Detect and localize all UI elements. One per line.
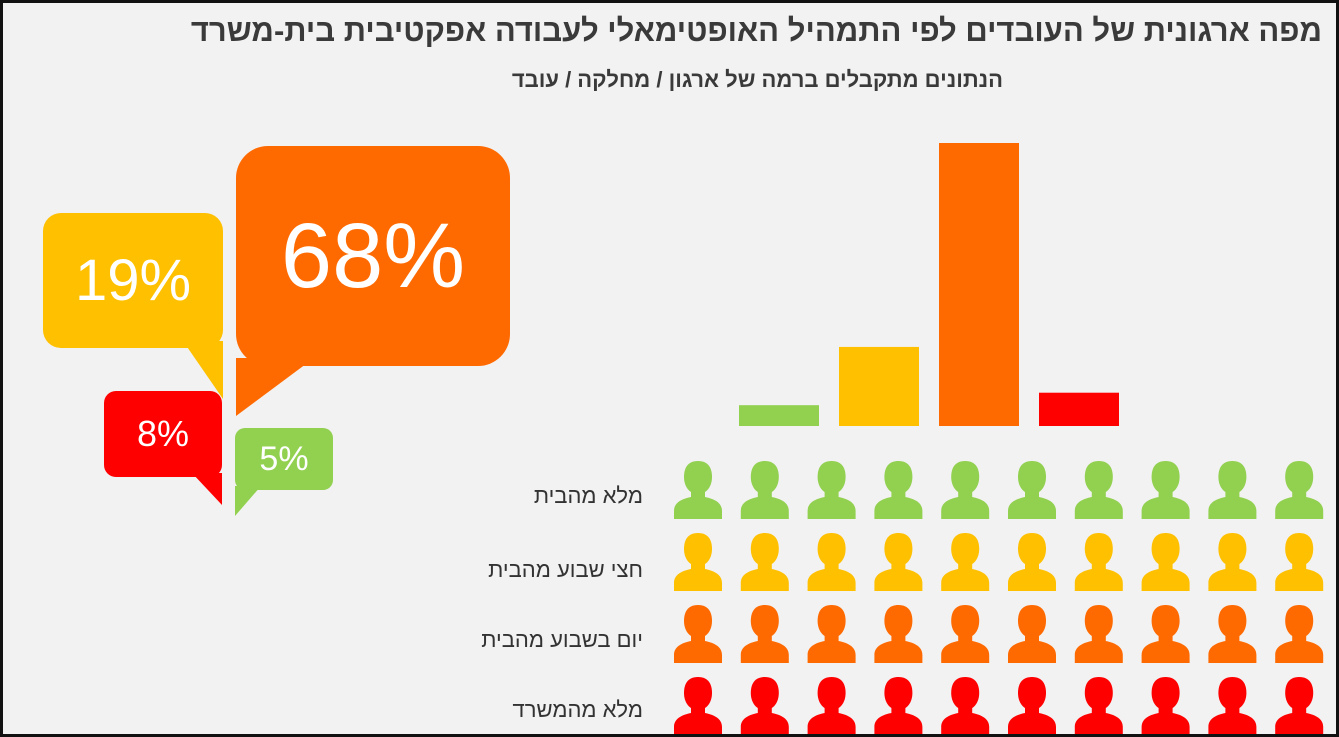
callout-day-week-home-value: 68%	[280, 204, 466, 307]
person-icon	[807, 461, 856, 519]
person-icon	[674, 605, 722, 663]
person-icon	[1208, 461, 1257, 519]
person-icon	[674, 533, 722, 591]
callout-full-home: 5%	[235, 428, 333, 516]
person-icon	[1208, 605, 1257, 663]
person-icon	[740, 461, 789, 519]
person-icon	[1141, 461, 1190, 519]
person-icon	[807, 605, 856, 663]
person-icon	[1275, 461, 1324, 519]
person-icon	[1141, 533, 1190, 591]
person-icon	[1275, 605, 1324, 663]
person-icon	[807, 533, 856, 591]
person-icon	[1074, 461, 1123, 519]
person-icon	[941, 605, 990, 663]
person-icon	[1074, 605, 1123, 663]
person-icon	[807, 677, 856, 734]
person-icon-grid	[674, 461, 1324, 734]
person-icon	[874, 533, 923, 591]
page-subtitle: הנתונים מתקבלים ברמה של ארגון / מחלקה / …	[511, 67, 1003, 92]
person-icon	[674, 461, 722, 519]
person-icon	[740, 677, 789, 734]
row-label-full-home: מלא מהבית	[533, 483, 643, 508]
person-icon	[1074, 533, 1123, 591]
person-icon	[1275, 677, 1324, 734]
person-icon	[1074, 677, 1123, 734]
person-icon	[740, 533, 789, 591]
person-icon	[1008, 533, 1056, 591]
person-icon	[941, 677, 990, 734]
page-title: מפה ארגונית של העובדים לפי התמהיל האופטי…	[190, 13, 1322, 48]
callout-day-week-home: 68%	[236, 146, 510, 416]
bar-chart	[739, 143, 1119, 426]
bar-3	[939, 143, 1019, 426]
person-icon	[874, 677, 923, 734]
bar-2	[839, 346, 919, 426]
person-icon	[1008, 461, 1056, 519]
person-icon	[874, 605, 923, 663]
person-icon	[1008, 605, 1056, 663]
person-icon	[740, 605, 789, 663]
person-icon	[941, 461, 990, 519]
callout-full-office: 8%	[104, 391, 222, 505]
callout-half-week-home: 19%	[43, 213, 223, 399]
bar-1	[739, 405, 819, 426]
callout-full-office-value: 8%	[136, 413, 190, 454]
row-label-half-week-home: חצי שבוע מהבית	[488, 557, 643, 582]
person-icon	[1208, 677, 1257, 734]
person-icon	[1141, 605, 1190, 663]
callout-half-week-home-value: 19%	[74, 248, 192, 313]
person-icon	[1208, 533, 1257, 591]
person-icon	[674, 677, 722, 734]
person-icon	[941, 533, 990, 591]
row-label-day-week-home: יום בשבוע מהבית	[481, 627, 643, 652]
row-label-full-office: מלא מהמשרד	[512, 697, 643, 722]
person-icon	[1141, 677, 1190, 734]
callout-full-home-value: 5%	[259, 439, 309, 478]
bar-4	[1039, 392, 1119, 426]
person-icon	[1008, 677, 1056, 734]
person-icon	[1275, 533, 1324, 591]
person-icon	[874, 461, 923, 519]
